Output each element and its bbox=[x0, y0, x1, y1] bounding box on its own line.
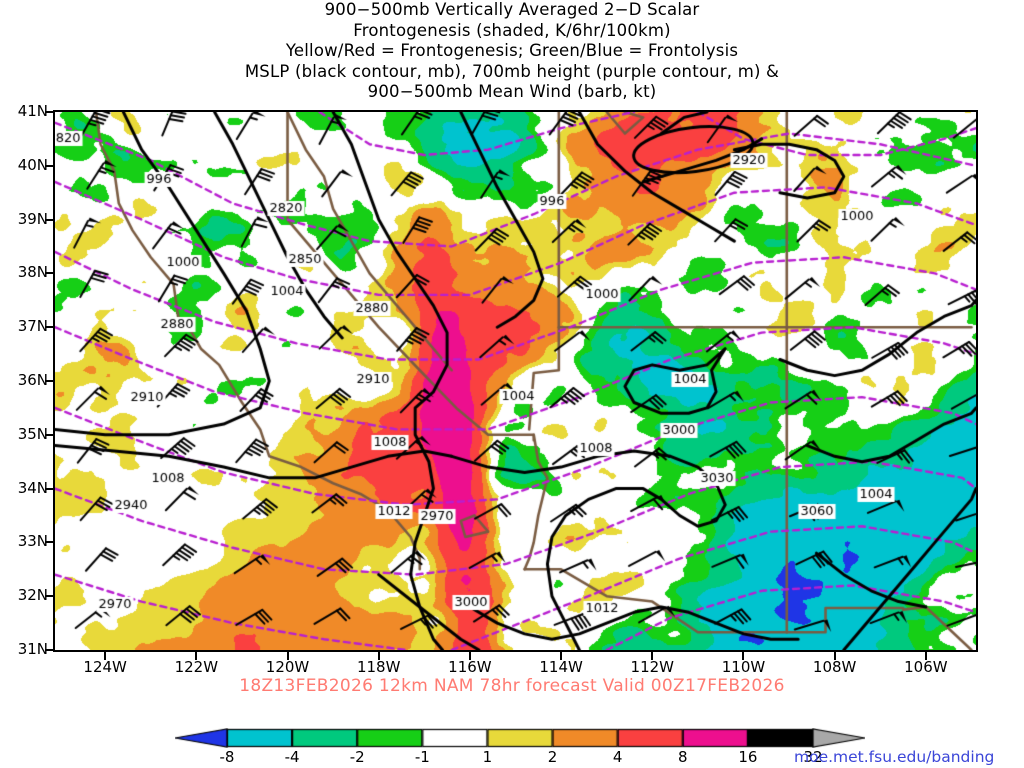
lon-tick-mark bbox=[468, 652, 471, 660]
lon-tick-label: 112W bbox=[630, 658, 675, 676]
lat-tick-label: 41N bbox=[17, 102, 48, 120]
lat-tick-mark bbox=[45, 111, 53, 113]
lat-tick-mark bbox=[45, 164, 53, 167]
contour-and-barb-overlay bbox=[55, 112, 976, 650]
lat-tick-label: 35N bbox=[17, 424, 48, 443]
lon-tick-label: 122W bbox=[174, 658, 219, 676]
lon-tick-mark bbox=[651, 652, 654, 660]
lon-tick-label: 116W bbox=[448, 658, 492, 676]
lon-tick-label: 124W bbox=[83, 658, 127, 676]
lat-tick-label: 36N bbox=[17, 371, 48, 389]
lon-tick-label: 110W bbox=[721, 658, 766, 676]
title-line-3: Yellow/Red = Frontogenesis; Green/Blue =… bbox=[285, 41, 739, 60]
lon-tick-mark bbox=[742, 652, 745, 660]
lat-tick-mark bbox=[45, 218, 53, 221]
lat-tick-label: 34N bbox=[17, 478, 48, 497]
title-line-5: 900−500mb Mean Wind (barb, kt) bbox=[367, 82, 657, 101]
lon-tick-label: 106W bbox=[904, 658, 948, 676]
colorbar-tick-label: -8 bbox=[219, 748, 235, 766]
lat-tick-mark bbox=[45, 380, 53, 382]
chart-title: 900−500mb Vertically Averaged 2−D Scalar… bbox=[0, 0, 1024, 103]
colorbar-gradient bbox=[175, 728, 865, 748]
colorbar-tick-label: -2 bbox=[349, 748, 365, 766]
lon-tick-mark bbox=[833, 652, 836, 660]
lat-tick-mark bbox=[45, 272, 53, 275]
colorbar bbox=[175, 728, 865, 748]
colorbar-tick-label: 16 bbox=[738, 748, 758, 766]
lat-tick-label: 31N bbox=[17, 640, 48, 658]
lat-tick-label: 38N bbox=[17, 263, 48, 282]
lon-tick-label: 114W bbox=[539, 658, 583, 676]
lon-tick-mark bbox=[195, 652, 198, 660]
lon-tick-mark bbox=[377, 652, 380, 660]
colorbar-tick-label: 1 bbox=[482, 748, 493, 766]
colorbar-tick-label: 8 bbox=[677, 748, 688, 766]
lat-tick-mark bbox=[45, 487, 53, 490]
lon-tick-label: 120W bbox=[265, 658, 310, 676]
source-watermark: moe.met.fsu.edu/banding bbox=[794, 748, 995, 766]
lat-tick-mark bbox=[45, 595, 53, 598]
lon-tick-mark bbox=[924, 652, 927, 660]
map-plot-area[interactable] bbox=[53, 110, 978, 652]
colorbar-tick-label: -4 bbox=[284, 748, 300, 766]
lat-tick-label: 40N bbox=[17, 155, 48, 174]
title-line-1: 900−500mb Vertically Averaged 2−D Scalar bbox=[324, 0, 700, 19]
lat-tick-mark bbox=[45, 649, 53, 651]
lat-tick-label: 33N bbox=[17, 532, 48, 551]
title-line-2: Frontogenesis (shaded, K/6hr/100km) bbox=[353, 20, 671, 40]
colorbar-tick-label: -1 bbox=[414, 748, 430, 766]
lon-tick-mark bbox=[560, 652, 563, 660]
lat-tick-mark bbox=[45, 541, 53, 544]
forecast-caption: 18Z13FEB2026 12km NAM 78hr forecast Vali… bbox=[239, 676, 785, 696]
colorbar-tick-label: 2 bbox=[547, 748, 558, 766]
lon-tick-mark bbox=[286, 652, 289, 660]
colorbar-tick-label: 32 bbox=[803, 748, 823, 766]
lon-tick-label: 118W bbox=[356, 658, 401, 676]
lat-tick-label: 32N bbox=[17, 586, 48, 605]
lat-tick-label: 37N bbox=[17, 317, 48, 336]
colorbar-tick-label: 4 bbox=[612, 748, 623, 766]
lat-tick-label: 39N bbox=[17, 209, 48, 228]
lon-tick-label: 108W bbox=[812, 658, 857, 676]
lon-tick-mark bbox=[104, 652, 107, 660]
lat-tick-mark bbox=[45, 326, 53, 329]
title-line-4: MSLP (black contour, mb), 700mb height (… bbox=[244, 61, 780, 81]
lat-tick-mark bbox=[45, 433, 53, 436]
